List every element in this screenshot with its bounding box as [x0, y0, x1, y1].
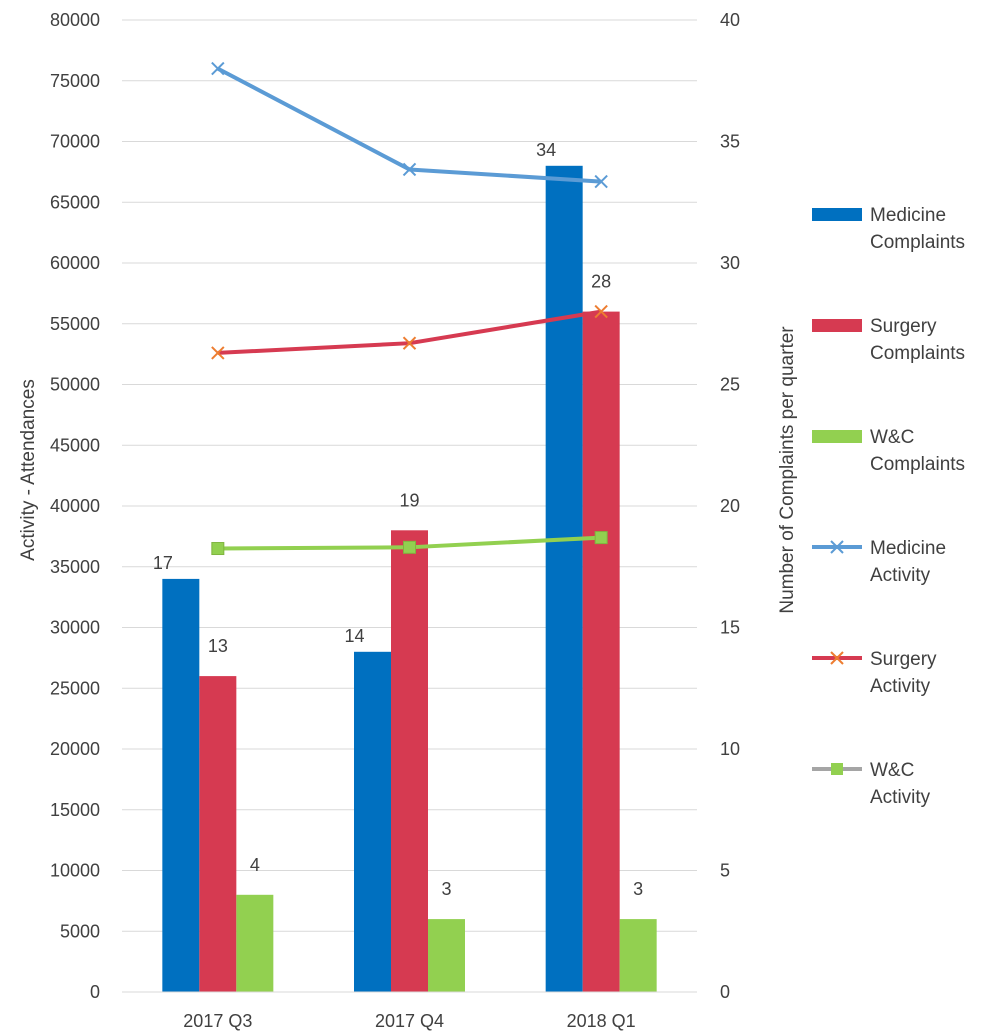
legend-label: Complaints	[870, 232, 965, 253]
bar	[619, 919, 657, 992]
bar-data-label: 17	[153, 553, 173, 573]
right-tick-label: 5	[720, 861, 730, 881]
x-tick-label: 2018 Q1	[567, 1011, 636, 1031]
legend-item: W&C Activity	[812, 760, 931, 808]
bar-data-label: 28	[591, 272, 611, 292]
bar-data-label: 13	[208, 636, 228, 656]
bar	[391, 530, 428, 992]
right-tick-label: 0	[720, 982, 730, 1002]
left-axis: 0 5000 10000 15000 20000 25000 30000 35000 40000…	[50, 10, 100, 1002]
left-tick-label: 60000	[50, 253, 100, 273]
left-tick-label: 55000	[50, 314, 100, 334]
right-axis: 0 5 10 15 20 25 30 35 40	[720, 10, 740, 1002]
legend-label: Complaints	[870, 454, 965, 475]
bar	[582, 311, 620, 993]
line-point-marker	[403, 540, 416, 554]
left-tick-label: 45000	[50, 435, 100, 455]
right-axis-title: Number of Complaints per quarter	[777, 326, 798, 614]
legend-swatch	[812, 208, 862, 221]
legend-item: Medicine Complaints	[812, 205, 965, 253]
left-tick-label: 5000	[60, 921, 100, 941]
right-tick-label: 25	[720, 375, 740, 395]
right-tick-label: 35	[720, 132, 740, 152]
legend-label: Surgery	[870, 316, 937, 337]
right-tick-label: 15	[720, 618, 740, 638]
bar-data-label: 3	[633, 879, 643, 899]
x-axis: 2017 Q3 2017 Q4 2018 Q1	[122, 991, 697, 1031]
bar-data-label: 19	[399, 490, 419, 510]
bar	[545, 165, 583, 993]
right-tick-label: 20	[720, 496, 740, 516]
line-point-marker	[594, 304, 608, 319]
left-tick-label: 35000	[50, 557, 100, 577]
legend: Medicine Complaints Surgery Complaints W&C Co…	[812, 205, 965, 808]
left-axis-title: Activity - Attendances	[18, 379, 39, 561]
legend-label: Surgery	[870, 649, 937, 670]
right-tick-label: 40	[720, 10, 740, 30]
left-tick-label: 50000	[50, 375, 100, 395]
left-tick-label: 80000	[50, 10, 100, 30]
left-tick-label: 25000	[50, 678, 100, 698]
bar	[354, 651, 391, 992]
left-tick-label: 20000	[50, 739, 100, 759]
series-line	[216, 66, 602, 184]
lines-group	[211, 61, 608, 556]
bar-data-label: 3	[441, 879, 451, 899]
left-tick-label: 10000	[50, 861, 100, 881]
legend-label: Medicine	[870, 205, 946, 226]
legend-swatch	[812, 430, 862, 443]
data-labels-group: 17 14 34 13 19 28 4 3 3	[153, 140, 643, 899]
legend-item: W&C Complaints	[812, 427, 965, 475]
bar	[236, 894, 274, 992]
legend-label: Complaints	[870, 343, 965, 364]
legend-item: Surgery Complaints	[812, 316, 965, 364]
left-tick-label: 0	[90, 982, 100, 1002]
legend-label: Activity	[870, 676, 931, 697]
line-point-marker	[211, 61, 225, 76]
x-tick-label: 2017 Q4	[375, 1011, 444, 1031]
bar-data-label: 14	[344, 626, 364, 646]
legend-label: Activity	[870, 787, 931, 808]
left-tick-label: 65000	[50, 192, 100, 212]
legend-item: Medicine Activity	[812, 538, 946, 586]
legend-label: W&C	[870, 760, 914, 781]
right-tick-label: 30	[720, 253, 740, 273]
left-tick-label: 15000	[50, 800, 100, 820]
line-point-marker	[211, 542, 225, 556]
line-point-marker	[402, 336, 417, 350]
left-tick-label: 40000	[50, 496, 100, 516]
x-tick-label: 2017 Q3	[183, 1011, 252, 1031]
legend-label: W&C	[870, 427, 914, 448]
bar-data-label: 34	[536, 140, 556, 160]
left-tick-label: 75000	[50, 71, 100, 91]
line-point-marker	[594, 531, 608, 545]
bar	[428, 919, 465, 992]
line-point-marker	[402, 162, 417, 177]
left-tick-label: 70000	[50, 132, 100, 152]
line-point-marker	[594, 174, 608, 189]
series-line	[217, 309, 602, 355]
bar	[162, 578, 200, 992]
line-point-marker	[211, 346, 225, 360]
legend-swatch	[812, 319, 862, 332]
bar	[199, 676, 237, 992]
left-tick-label: 30000	[50, 618, 100, 638]
legend-label: Medicine	[870, 538, 946, 559]
bar-data-label: 4	[250, 855, 260, 875]
legend-item: Surgery Activity	[812, 649, 937, 697]
right-tick-label: 10	[720, 739, 740, 759]
bars-group	[162, 165, 657, 993]
legend-label: Activity	[870, 565, 931, 586]
